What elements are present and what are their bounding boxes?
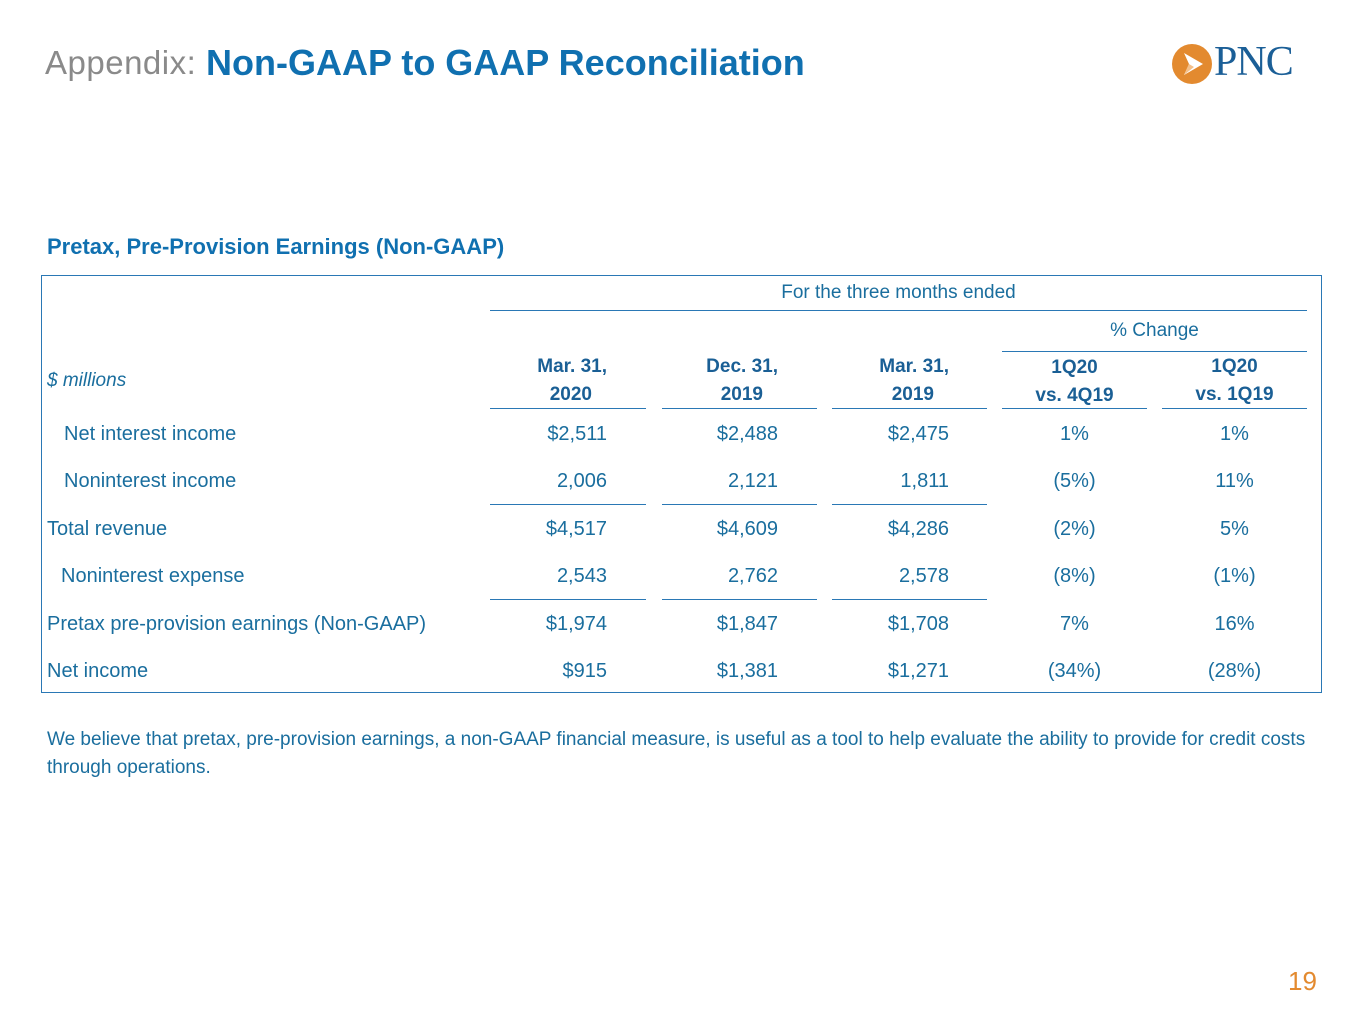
row-label-total-revenue: Total revenue	[47, 518, 168, 540]
col-header-dec-2019-line1: Dec. 31,	[706, 356, 778, 377]
table-cell: $1,708	[887, 613, 949, 635]
footnote: We believe that pretax, pre-provision ea…	[47, 729, 1306, 778]
col-header-mar-2019-line2: 2019	[891, 384, 934, 405]
row-label-pretax-pre-provision-earnings: Pretax pre-provision earnings (Non-GAAP)	[47, 613, 427, 635]
table-cell: 2,762	[727, 565, 778, 587]
units-label: $ millions	[47, 370, 127, 391]
col-rule	[490, 408, 646, 409]
table-cell: 5%	[1220, 518, 1249, 540]
table-cell: $1,847	[716, 613, 778, 635]
table-cell: 2,006	[556, 470, 607, 492]
section-title: Pretax, Pre-Provision Earnings (Non-GAAP…	[47, 234, 505, 259]
col-rule	[832, 408, 987, 409]
table-cell: (34%)	[1047, 660, 1102, 682]
subtotal-rule	[832, 599, 987, 600]
financial-table	[41, 275, 1322, 693]
table-cell: $4,286	[887, 518, 949, 540]
table-cell: (8%)	[1053, 565, 1096, 587]
col-rule	[662, 408, 817, 409]
title-prefix: Appendix:	[45, 44, 197, 81]
row-label-noninterest-income: Noninterest income	[64, 470, 237, 492]
subtotal-rule	[662, 504, 817, 505]
table-cell: 11%	[1215, 470, 1254, 492]
page-title: Non-GAAP to GAAP Reconciliation	[206, 42, 805, 83]
col-header-vs-1q19-line1: 1Q20	[1211, 356, 1258, 377]
subtotal-rule	[490, 504, 646, 505]
col-header-mar-2019-line1: Mar. 31,	[879, 356, 949, 377]
table-cell: 16%	[1214, 613, 1255, 635]
table-cell: $1,974	[545, 613, 607, 635]
col-header-mar-2020-line2: 2020	[549, 384, 592, 405]
table-cell: (2%)	[1053, 518, 1096, 540]
table-cell: $915	[562, 660, 608, 682]
subtotal-rule	[662, 599, 817, 600]
subtotal-rule	[490, 599, 646, 600]
row-label-net-interest-income: Net interest income	[64, 423, 237, 445]
table-cell: $1,271	[887, 660, 949, 682]
row-label-net-income: Net income	[47, 660, 149, 682]
row-label-noninterest-expense: Noninterest expense	[61, 565, 245, 587]
table-cell: 2,578	[898, 565, 949, 587]
change-header: % Change	[1110, 320, 1199, 341]
table-cell: 1%	[1060, 423, 1089, 445]
col-header-vs-4q19-line1: 1Q20	[1051, 357, 1098, 378]
table-cell: 1%	[1220, 423, 1249, 445]
table-cell: 2,543	[556, 565, 607, 587]
change-header-rule	[1002, 351, 1307, 352]
table-cell: $4,517	[545, 518, 607, 540]
table-cell: (28%)	[1207, 660, 1262, 682]
page-number: 19	[1288, 966, 1317, 996]
subtotal-rule	[832, 504, 987, 505]
col-rule	[1162, 408, 1307, 409]
table-cell: (1%)	[1213, 565, 1256, 587]
table-cell: $2,511	[547, 423, 607, 445]
table-cell: 7%	[1060, 613, 1089, 635]
table-cell: 2,121	[727, 470, 778, 492]
table-cell: $4,609	[716, 518, 778, 540]
table-cell: (5%)	[1053, 470, 1096, 492]
pnc-logo-icon	[1172, 44, 1212, 84]
col-header-dec-2019-line2: 2019	[720, 384, 763, 405]
period-header: For the three months ended	[781, 282, 1016, 303]
table-cell: $1,381	[716, 660, 778, 682]
logo-text: PNC	[1214, 39, 1294, 85]
period-header-rule	[490, 310, 1307, 311]
table-cell: 1,811	[900, 470, 949, 492]
col-header-mar-2020-line1: Mar. 31,	[537, 356, 607, 377]
col-header-vs-4q19-line2: vs. 4Q19	[1035, 385, 1114, 406]
col-rule	[1002, 408, 1147, 409]
table-cell: $2,475	[887, 423, 949, 445]
table-cell: $2,488	[716, 423, 778, 445]
col-header-vs-1q19-line2: vs. 1Q19	[1195, 384, 1274, 405]
